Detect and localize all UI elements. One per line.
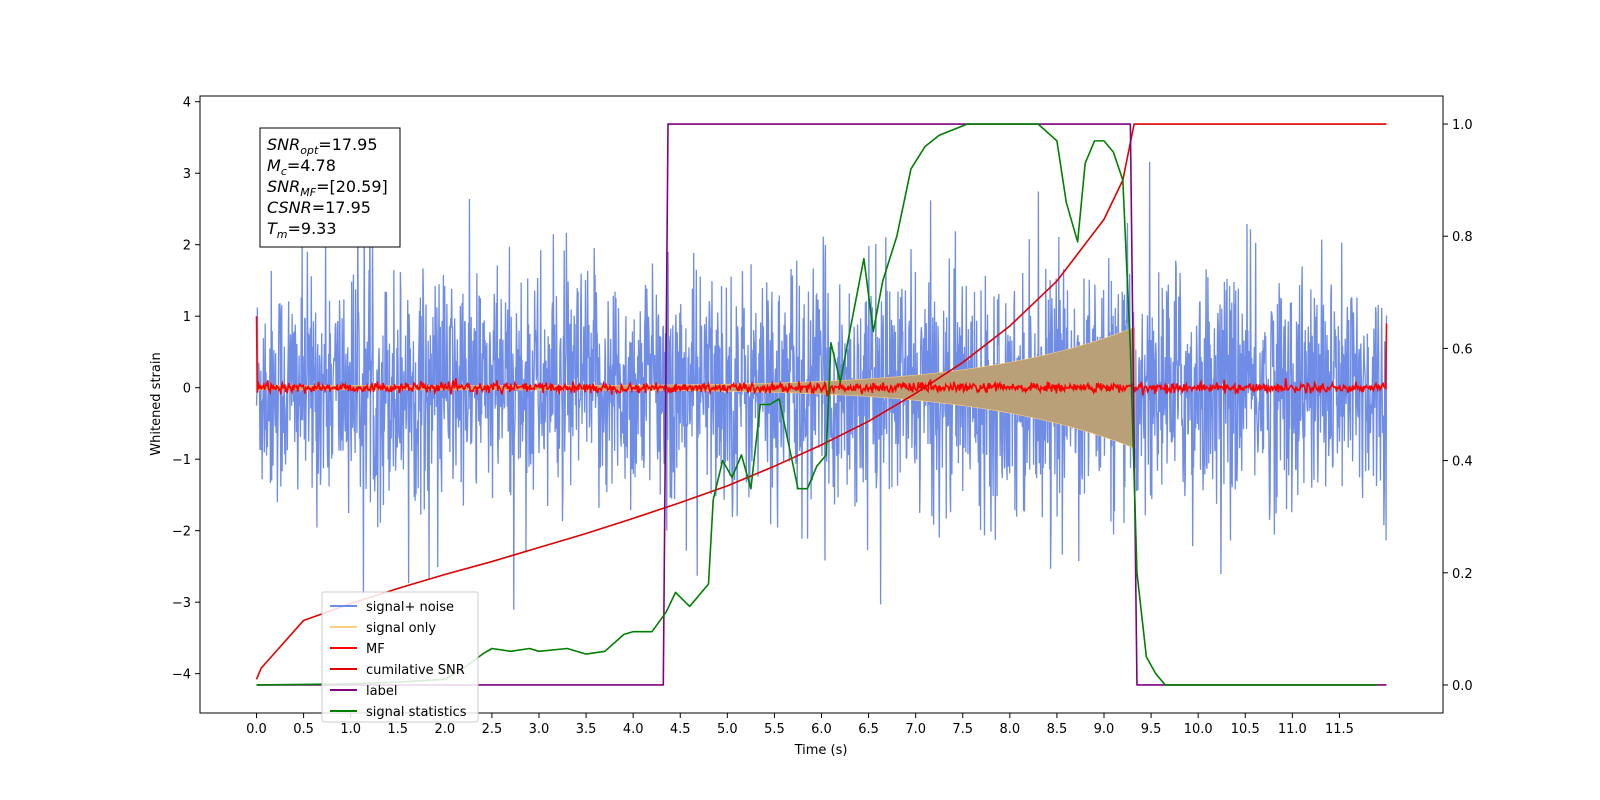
annotation-frame: [259, 127, 401, 248]
legend-label: signal+ noise: [366, 600, 454, 615]
x-tick-label: 8.5: [1047, 722, 1068, 737]
annotation-line: SNRopt=17.95: [267, 135, 378, 157]
signal-noise-line: [255, 161, 1388, 610]
x-tick-label: 4.0: [623, 722, 644, 737]
x-tick-label: 1.0: [340, 722, 361, 737]
x-tick-label: 3.5: [576, 722, 597, 737]
series-signal-noise: [255, 161, 1388, 610]
mf-line: [255, 316, 1388, 397]
legend-label: signal statistics: [366, 705, 467, 720]
legend-label: signal only: [366, 621, 436, 636]
x-tick-label: 3.0: [529, 722, 550, 737]
series-signal-statistics: [256, 123, 1378, 686]
x-tick-label: 4.5: [670, 722, 691, 737]
x-tick-label: 1.5: [387, 722, 408, 737]
y-tick-label: 4: [183, 96, 191, 111]
y2-tick-label: 0.4: [1452, 455, 1473, 470]
series-mf: [255, 316, 1388, 397]
x-tick-label: 2.0: [434, 722, 455, 737]
y-axis-label: Whitened strain: [149, 352, 164, 455]
x-tick-label: 6.0: [811, 722, 832, 737]
annotation-line: Tm=9.33: [267, 219, 337, 241]
annotation-line: CSNR=17.95: [267, 198, 371, 217]
y-tick-label: 2: [183, 239, 191, 254]
x-tick-label: 2.5: [482, 722, 503, 737]
y2-tick-label: 0.6: [1452, 342, 1473, 357]
x-tick-label: 5.0: [717, 722, 738, 737]
x-tick-label: 10.5: [1231, 722, 1260, 737]
series-line: [256, 123, 1378, 686]
x-tick-label: 10.0: [1184, 722, 1213, 737]
y-tick-label: −3: [172, 596, 191, 611]
x-tick-label: 6.5: [858, 722, 879, 737]
x-tick-label: 0.0: [246, 722, 267, 737]
y2-tick-label: 0.8: [1452, 230, 1473, 245]
annotation-line: Mc=4.78: [267, 156, 336, 178]
annotation-line: SNRMF=[20.59]: [267, 177, 388, 199]
x-tick-label: 0.5: [293, 722, 314, 737]
x-tick-label: 5.5: [764, 722, 785, 737]
y-tick-label: −4: [172, 668, 191, 683]
x-tick-label: 8.0: [999, 722, 1020, 737]
legend: signal+ noise signal only MF cumilative SNR…: [321, 591, 479, 723]
legend-label: cumilative SNR: [366, 663, 465, 678]
y2-tick-label: 0.2: [1452, 567, 1473, 582]
x-tick-label: 11.0: [1278, 722, 1307, 737]
y-tick-label: 3: [183, 167, 191, 182]
legend-label: MF: [366, 642, 385, 657]
legend-label: label: [366, 684, 397, 699]
snr-annotation-box: SNRopt=17.95Mc=4.78SNRMF=[20.59]CSNR=17.…: [259, 127, 401, 248]
y-tick-label: 0: [183, 382, 191, 397]
legend-frame: [321, 591, 479, 723]
y2-tick-label: 0.0: [1452, 679, 1473, 694]
x-tick-label: 7.5: [952, 722, 973, 737]
y-tick-label: 1: [183, 310, 191, 325]
x-tick-label: 9.5: [1141, 722, 1162, 737]
x-axis-label: Time (s): [794, 743, 848, 758]
x-tick-label: 7.0: [905, 722, 926, 737]
x-tick-label: 11.5: [1325, 722, 1354, 737]
y-tick-label: −2: [172, 525, 191, 540]
x-tick-label: 9.0: [1094, 722, 1115, 737]
y-tick-label: −1: [172, 453, 191, 468]
y2-tick-label: 1.0: [1452, 118, 1473, 133]
